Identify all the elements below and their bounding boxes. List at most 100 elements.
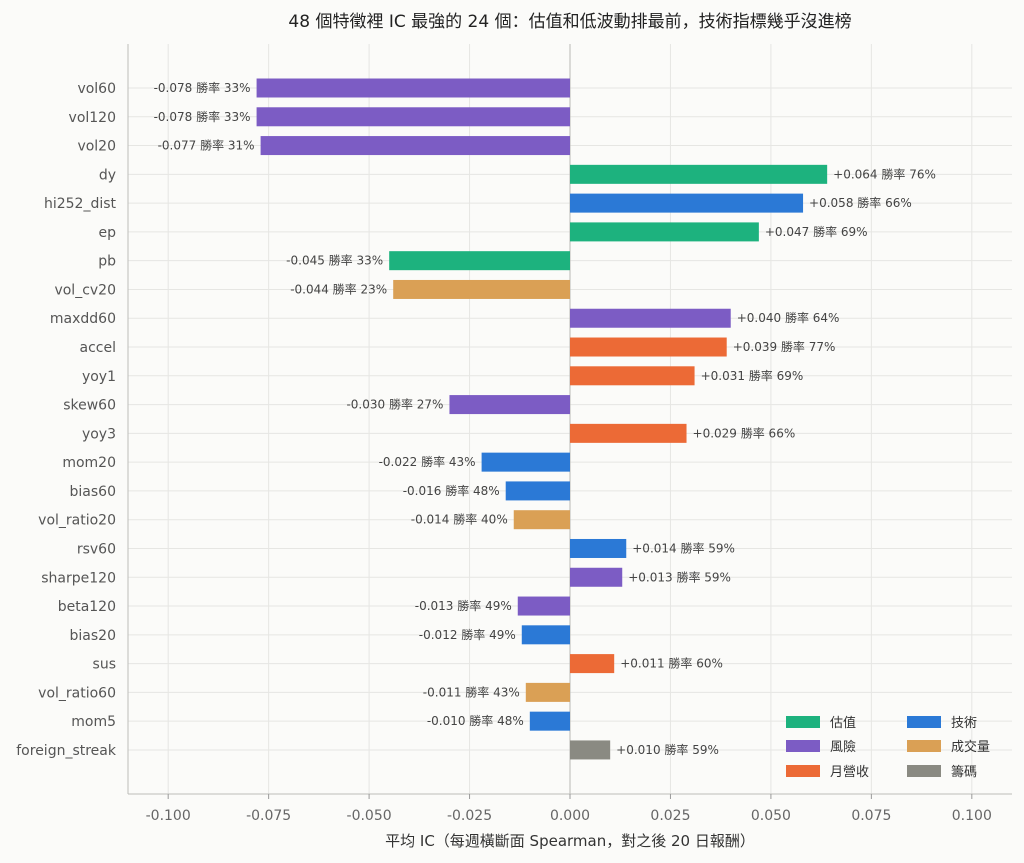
data-label: +0.010 勝率 59%	[616, 742, 719, 757]
y-tick-label: pb	[98, 254, 116, 270]
data-label: -0.013 勝率 49%	[415, 598, 512, 613]
legend-swatch	[786, 716, 820, 728]
bar-vol60	[256, 78, 570, 98]
bars-group	[256, 78, 828, 760]
data-label: -0.030 勝率 27%	[346, 397, 443, 412]
x-axis-label: 平均 IC（每週橫斷面 Spearman，對之後 20 日報酬）	[385, 832, 755, 850]
data-label: +0.014 勝率 59%	[632, 540, 735, 555]
data-label: -0.045 勝率 33%	[286, 253, 383, 268]
bar-sus	[570, 654, 615, 674]
y-tick-label: foreign_streak	[16, 743, 117, 759]
y-tick-label: mom5	[71, 714, 116, 730]
data-label: -0.011 勝率 43%	[423, 684, 520, 699]
bar-accel	[570, 337, 727, 357]
y-tick-label: vol120	[69, 110, 116, 126]
x-tick-label: 0.025	[650, 808, 690, 824]
legend-swatch	[907, 716, 941, 728]
bar-foreign_streak	[570, 740, 611, 760]
x-tick-label: -0.050	[347, 808, 392, 824]
data-label: -0.014 勝率 40%	[411, 512, 508, 527]
legend-swatch	[786, 765, 820, 777]
bar-pb	[389, 251, 570, 271]
bar-dy	[570, 164, 828, 184]
y-tick-label: dy	[99, 167, 116, 183]
data-label: -0.012 勝率 49%	[419, 627, 516, 642]
y-tick-label: vol60	[77, 81, 116, 97]
y-tick-label: bias20	[70, 628, 116, 644]
legend-label: 估值	[830, 715, 856, 731]
y-tick-label: beta120	[58, 599, 116, 615]
y-tick-label: yoy3	[82, 426, 116, 442]
bar-sharpe120	[570, 567, 623, 587]
bar-mom5	[529, 711, 570, 731]
x-tick-label: -0.075	[246, 808, 291, 824]
data-label: +0.011 勝率 60%	[620, 656, 723, 671]
bar-beta120	[517, 596, 570, 616]
y-tick-label: accel	[80, 340, 116, 356]
y-tick-label: bias60	[70, 484, 116, 500]
data-label: +0.031 勝率 69%	[701, 368, 804, 383]
data-label: +0.047 勝率 69%	[765, 224, 868, 239]
x-tick-labels: -0.100 -0.075 -0.050 -0.025 0.000 0.025 0.050 0…	[146, 794, 992, 824]
data-label: -0.010 勝率 48%	[427, 713, 524, 728]
data-labels: -0.078 勝率 33% -0.078 勝率 33% -0.077 勝率 31% +…	[154, 80, 936, 757]
data-label: -0.022 勝率 43%	[379, 454, 476, 469]
data-label: -0.078 勝率 33%	[154, 80, 251, 95]
legend-label: 月營收	[830, 765, 869, 780]
data-label: -0.078 勝率 33%	[154, 109, 251, 124]
bar-yoy1	[570, 366, 695, 386]
x-tick-label: -0.025	[447, 808, 492, 824]
bar-yoy3	[570, 423, 687, 443]
legend-label: 技術	[951, 716, 977, 731]
y-tick-label: vol_ratio60	[38, 685, 116, 701]
y-tick-label: hi252_dist	[44, 196, 117, 212]
data-label: +0.029 勝率 66%	[693, 425, 796, 440]
bar-mom20	[481, 452, 570, 472]
y-tick-label: vol20	[77, 139, 116, 155]
bar-vol120	[256, 107, 570, 127]
x-tick-label: 0.000	[550, 808, 590, 824]
x-tick-label: -0.100	[146, 808, 191, 824]
bar-ep	[570, 222, 759, 242]
bar-vol_ratio60	[525, 682, 570, 702]
y-tick-label: maxdd60	[50, 311, 116, 327]
data-label: -0.016 勝率 48%	[403, 483, 500, 498]
x-tick-label: 0.050	[751, 808, 791, 824]
bar-skew60	[449, 395, 570, 415]
bar-maxdd60	[570, 308, 731, 328]
data-label: +0.058 勝率 66%	[809, 195, 912, 210]
bar-bias60	[505, 481, 570, 501]
y-tick-label: yoy1	[82, 369, 116, 385]
legend-label: 成交量	[951, 739, 990, 755]
legend-swatch	[907, 740, 941, 752]
data-label: +0.064 勝率 76%	[833, 166, 936, 181]
y-tick-label: sharpe120	[41, 570, 116, 586]
data-label: +0.013 勝率 59%	[628, 569, 731, 584]
bar-vol_ratio20	[513, 510, 570, 530]
x-tick-label: 0.075	[851, 808, 891, 824]
bar-hi252_dist	[570, 193, 804, 213]
legend-label: 籌碼	[951, 765, 977, 780]
legend-swatch	[907, 765, 941, 777]
y-tick-label: vol_cv20	[54, 282, 116, 298]
bar-bias20	[521, 625, 570, 645]
chart-title: 48 個特徵裡 IC 最強的 24 個：估值和低波動排最前，技術指標幾乎沒進榜	[288, 12, 851, 32]
data-label: +0.039 勝率 77%	[733, 339, 836, 354]
legend-swatch	[786, 740, 820, 752]
data-label: -0.077 勝率 31%	[158, 138, 255, 153]
bar-vol20	[260, 136, 570, 156]
y-tick-label: vol_ratio20	[38, 513, 116, 529]
y-tick-label: ep	[99, 225, 117, 241]
bar-vol_cv20	[393, 279, 570, 299]
legend-label: 風險	[830, 740, 856, 755]
y-tick-label: sus	[93, 657, 116, 673]
data-label: +0.040 勝率 64%	[737, 310, 840, 325]
y-tick-label: mom20	[62, 455, 116, 471]
bar-rsv60	[570, 538, 627, 558]
y-tick-label: rsv60	[77, 541, 116, 557]
data-label: -0.044 勝率 23%	[290, 281, 387, 296]
y-tick-label: skew60	[63, 398, 116, 414]
